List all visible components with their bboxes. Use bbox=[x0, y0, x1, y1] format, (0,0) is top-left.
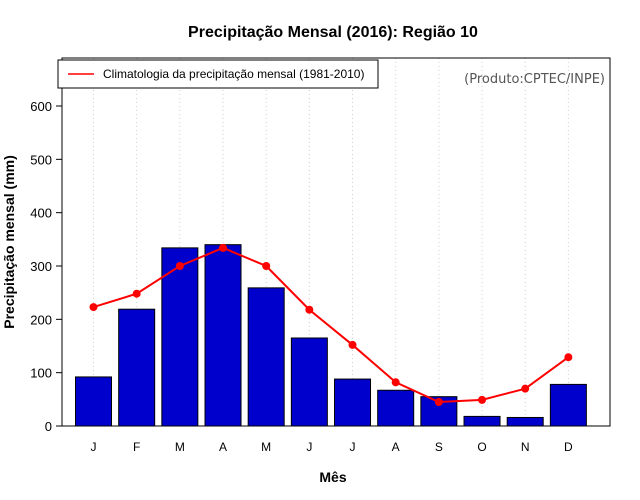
bar-a-3 bbox=[204, 244, 242, 427]
grid-lines bbox=[93, 58, 569, 426]
axes: 0 100 200 300 400 500 600 J F M A M J J A S O N D bbox=[30, 99, 573, 454]
bar-m-4 bbox=[247, 287, 285, 427]
chart-title: Precipitação Mensal (2016): Região 10 bbox=[188, 24, 478, 41]
x-tick-label: F bbox=[133, 440, 140, 454]
climatology-point bbox=[219, 243, 228, 252]
x-tick-label: N bbox=[521, 440, 530, 454]
x-tick-label: D bbox=[564, 440, 573, 454]
y-axis-title: Precipitação mensal (mm) bbox=[1, 155, 17, 329]
x-tick-label: O bbox=[477, 440, 486, 454]
x-tick-label: J bbox=[350, 440, 356, 454]
plot-frame bbox=[61, 57, 611, 427]
x-tick-label: A bbox=[392, 440, 400, 454]
climatology-point bbox=[89, 303, 98, 312]
climatology-point bbox=[521, 384, 530, 393]
bar-j-6 bbox=[334, 378, 372, 427]
x-tick-label: M bbox=[175, 440, 185, 454]
x-tick-label: J bbox=[91, 440, 97, 454]
bar-o-9 bbox=[463, 415, 501, 427]
climatology-point bbox=[305, 305, 314, 314]
climatology-point bbox=[175, 262, 184, 270]
bar-series bbox=[75, 244, 587, 427]
climatology-line bbox=[93, 246, 569, 404]
climatology-point bbox=[262, 262, 271, 270]
bar-j-0 bbox=[75, 376, 112, 427]
climatology-series bbox=[89, 243, 573, 406]
bar-m-2 bbox=[161, 247, 199, 427]
source-credit: (Produto:CPTEC/INPE) bbox=[464, 72, 605, 87]
legend: Climatologia da precipitação mensal (198… bbox=[57, 59, 379, 89]
climatology-point bbox=[564, 353, 573, 362]
bar-f-1 bbox=[118, 308, 156, 427]
y-tick-label: 500 bbox=[30, 152, 52, 167]
x-tick-label: A bbox=[219, 440, 227, 454]
y-tick-label: 400 bbox=[30, 206, 52, 221]
legend-box bbox=[57, 59, 379, 89]
climatology-point bbox=[348, 340, 357, 349]
x-tick-label: S bbox=[435, 440, 443, 454]
y-tick-label: 600 bbox=[30, 99, 52, 114]
bar-j-5 bbox=[290, 337, 328, 427]
y-tick-label: 300 bbox=[30, 259, 52, 274]
bar-a-7 bbox=[377, 389, 415, 427]
climatology-point bbox=[478, 395, 487, 404]
legend-entry-climatology: Climatologia da precipitação mensal (198… bbox=[103, 67, 364, 81]
bar-n-10 bbox=[506, 416, 544, 427]
bar-d-11 bbox=[549, 383, 587, 427]
x-tick-label: J bbox=[306, 440, 312, 454]
climatology-point bbox=[391, 378, 400, 387]
x-axis-title: Mês bbox=[319, 469, 346, 485]
x-tick-label: M bbox=[261, 440, 271, 454]
climatology-point bbox=[434, 398, 443, 406]
y-tick-label: 200 bbox=[30, 312, 52, 327]
y-tick-label: 0 bbox=[45, 419, 52, 434]
climatology-point bbox=[132, 289, 141, 298]
y-tick-label: 100 bbox=[30, 366, 52, 381]
